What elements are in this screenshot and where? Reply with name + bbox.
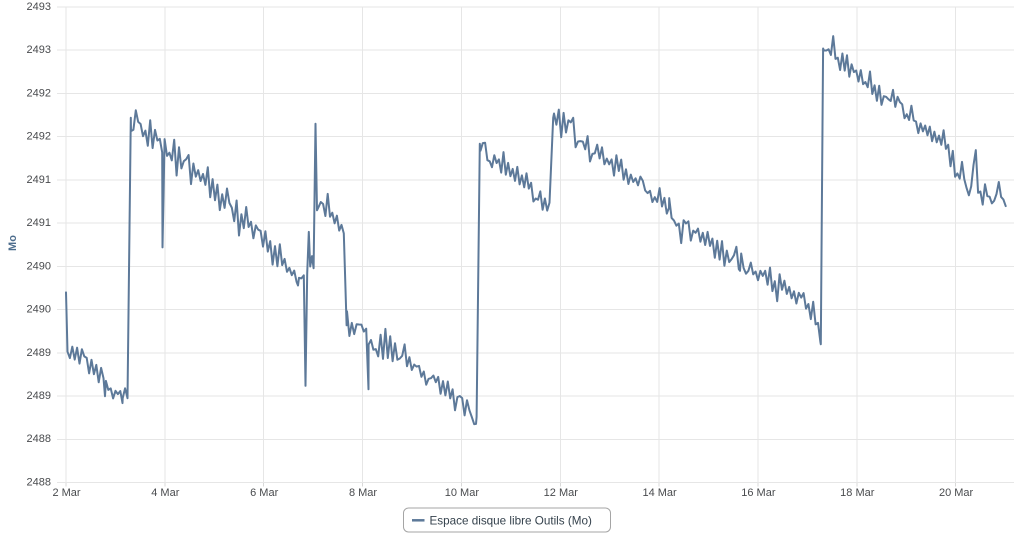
svg-text:6 Mar: 6 Mar (250, 487, 278, 499)
svg-text:18 Mar: 18 Mar (840, 487, 875, 499)
svg-text:2493: 2493 (27, 1, 51, 13)
svg-text:2 Mar: 2 Mar (52, 487, 80, 499)
svg-text:2489: 2489 (27, 347, 51, 359)
svg-text:4 Mar: 4 Mar (151, 487, 179, 499)
svg-text:2491: 2491 (27, 174, 51, 186)
svg-text:8 Mar: 8 Mar (349, 487, 377, 499)
svg-text:2490: 2490 (27, 260, 51, 272)
svg-text:2490: 2490 (27, 304, 51, 316)
svg-text:2488: 2488 (27, 433, 51, 445)
svg-text:2488: 2488 (27, 477, 51, 489)
svg-text:Mo: Mo (7, 235, 19, 251)
svg-text:2493: 2493 (27, 44, 51, 56)
svg-text:2489: 2489 (27, 390, 51, 402)
svg-text:2491: 2491 (27, 217, 51, 229)
svg-text:Espace disque libre Outils (Mo: Espace disque libre Outils (Mo) (430, 514, 593, 527)
svg-text:2492: 2492 (27, 87, 51, 99)
svg-text:2492: 2492 (27, 131, 51, 143)
svg-text:20 Mar: 20 Mar (939, 487, 974, 499)
svg-text:10 Mar: 10 Mar (445, 487, 480, 499)
svg-text:14 Mar: 14 Mar (642, 487, 677, 499)
svg-text:16 Mar: 16 Mar (741, 487, 776, 499)
svg-text:12 Mar: 12 Mar (544, 487, 579, 499)
